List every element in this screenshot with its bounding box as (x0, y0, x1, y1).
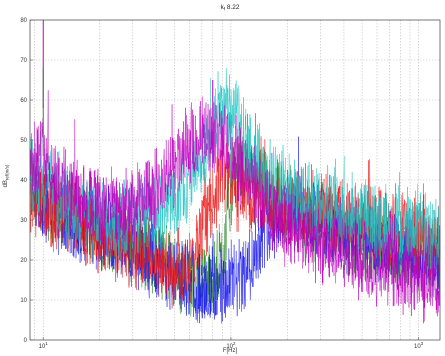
y-tick-label: 50 (20, 138, 27, 144)
x-axis-label: F[Hz] (223, 348, 238, 354)
series-line-4 (29, 67, 441, 272)
y-axis-label: dBref(m/s) (3, 164, 10, 187)
series-layer (29, 20, 441, 324)
chart-title: kf 8.22 (221, 4, 240, 12)
x-tick-label: 101 (39, 341, 49, 350)
y-tick-label: 60 (20, 98, 27, 104)
x-tick-label: 103 (414, 341, 424, 350)
series-line-5 (29, 90, 441, 324)
y-tick-label: 70 (20, 58, 27, 64)
y-tick-label: 80 (20, 18, 27, 24)
y-tick-label: 30 (20, 218, 27, 224)
y-tick-label: 20 (20, 258, 27, 264)
y-tick-labels: 0 10 20 30 40 50 60 70 80 (20, 18, 33, 344)
y-tick-label: 40 (20, 178, 27, 184)
y-tick-label: 0 (24, 338, 28, 344)
y-tick-label: 10 (20, 298, 27, 304)
x-tick-labels: 101 102 103 (39, 337, 424, 350)
x-tick-label: 102 (226, 341, 236, 350)
